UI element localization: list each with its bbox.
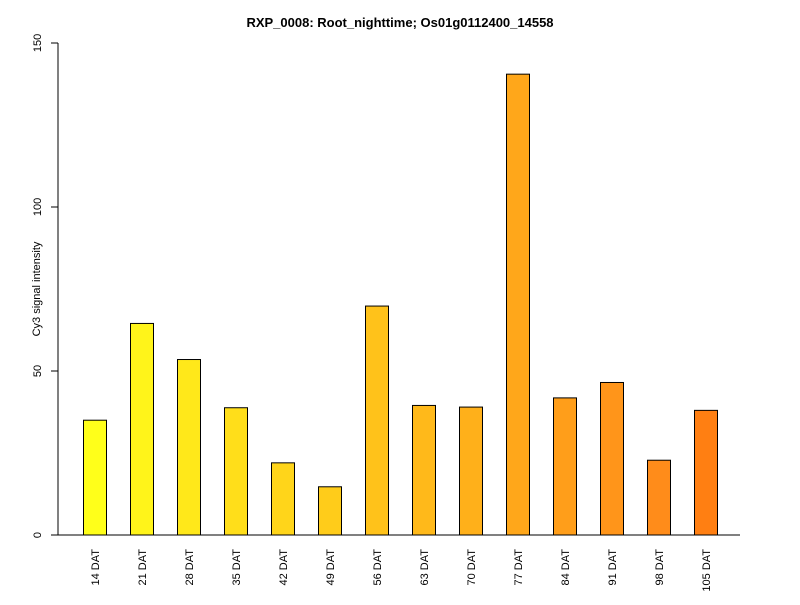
x-axis: 14 DAT 21 DAT 28 DAT 35 DAT 42 DAT 49 DAT 56 D…	[58, 534, 740, 592]
bar	[600, 381, 624, 536]
x-tick-label: 91 DAT	[607, 549, 619, 586]
bar	[130, 322, 154, 536]
x-tick-label: 42 DAT	[278, 549, 290, 586]
chart-title: RXP_0008: Root_nighttime; Os01g0112400_1…	[246, 15, 553, 30]
x-tick-label: 14 DAT	[90, 549, 102, 586]
x-tick-label: 56 DAT	[372, 549, 384, 586]
x-tick-label: 70 DAT	[466, 549, 478, 586]
bar	[412, 404, 436, 536]
bar	[224, 407, 248, 536]
x-tick-label: 21 DAT	[137, 549, 149, 586]
bar	[647, 459, 671, 536]
y-axis-label: Cy3 signal intensity	[31, 241, 43, 336]
bar	[318, 486, 342, 536]
bar	[271, 462, 295, 536]
bar	[694, 409, 718, 536]
y-tick-label: 50	[32, 365, 44, 377]
x-tick-label: 84 DAT	[560, 549, 572, 586]
y-tick-label: 100	[32, 198, 44, 216]
bar	[506, 73, 530, 536]
x-tick-label: 63 DAT	[419, 549, 431, 586]
bar	[177, 359, 201, 536]
y-axis: 0 50 100 150	[32, 34, 59, 538]
bar	[83, 419, 107, 536]
y-tick-label: 0	[32, 532, 44, 538]
x-tick-label: 105 DAT	[701, 549, 713, 592]
x-tick-label: 35 DAT	[231, 549, 243, 586]
x-tick-label: 77 DAT	[513, 549, 525, 586]
bars-group	[83, 73, 718, 536]
bar	[365, 305, 389, 536]
bar	[553, 397, 577, 536]
x-tick-label: 98 DAT	[654, 549, 666, 586]
x-tick-label: 28 DAT	[184, 549, 196, 586]
y-tick-label: 150	[32, 34, 44, 52]
x-tick-label: 49 DAT	[325, 549, 337, 586]
bar	[459, 406, 483, 536]
